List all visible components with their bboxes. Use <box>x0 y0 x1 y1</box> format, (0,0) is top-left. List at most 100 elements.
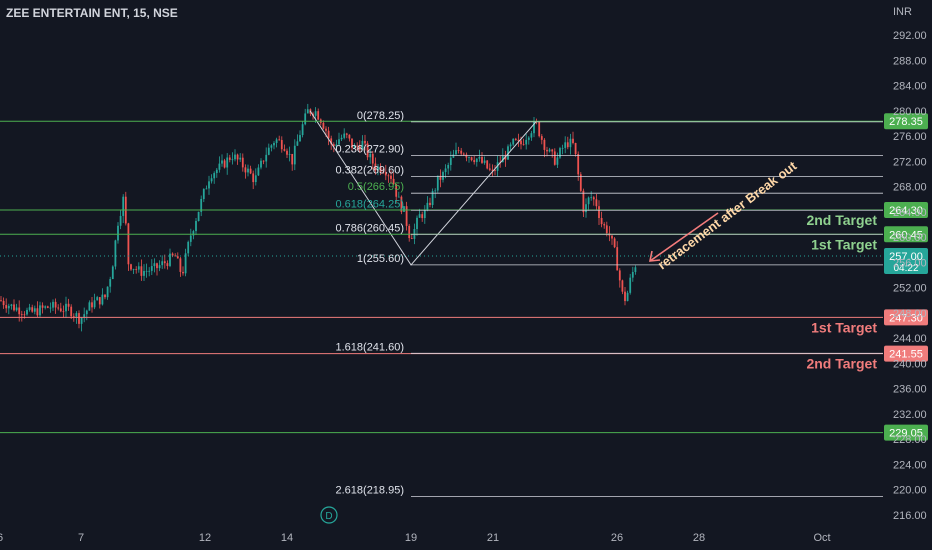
candle-body <box>156 263 158 269</box>
candle-body <box>327 130 330 139</box>
candle-body <box>325 128 327 131</box>
price-badge <box>884 201 928 218</box>
candle-body <box>332 144 335 147</box>
candle-body <box>249 168 252 174</box>
y-tick-label: 224.00 <box>893 459 927 471</box>
y-tick-label: 288.00 <box>893 55 927 67</box>
candle-body <box>486 160 489 169</box>
candle-body <box>163 261 166 264</box>
candle-body <box>478 156 481 159</box>
candle-body <box>468 157 470 159</box>
candle-body <box>600 217 603 225</box>
price-axis[interactable]: 216.00 220.00 224.00 228.00 232.00 236.00 240.… <box>893 30 927 522</box>
candle-body <box>150 266 153 271</box>
candle-body <box>410 238 413 239</box>
candle-body <box>395 184 398 197</box>
candle-body <box>421 214 424 219</box>
candle-body <box>585 204 587 213</box>
x-tick-label: 14 <box>281 532 293 544</box>
candle-body <box>556 157 559 165</box>
candle-body <box>26 309 28 315</box>
dividend-marker-icon[interactable] <box>320 506 338 524</box>
candle-body <box>353 145 356 148</box>
candle-body <box>267 147 270 155</box>
price-badge-label: 260.45 <box>889 229 923 241</box>
candle-body <box>543 139 546 150</box>
candle-body <box>345 133 348 135</box>
candle-body <box>65 303 67 312</box>
candle-body <box>351 138 353 148</box>
candle-body <box>200 198 203 212</box>
candle-body <box>241 157 244 168</box>
candle-body <box>379 166 382 173</box>
candle-body <box>408 225 411 239</box>
candle-body <box>522 144 525 146</box>
fib-levels-layer: 0(278.25) 0.236(272.90) 0.382(269.60) 0.5(2… <box>336 110 883 497</box>
candle-body <box>426 202 429 210</box>
candle-body <box>397 196 400 198</box>
fib-level-label: 0.5(266.95) <box>348 181 404 193</box>
candle-body <box>111 266 114 280</box>
candle-body <box>361 140 364 150</box>
candle-body <box>429 202 431 206</box>
candle-body <box>148 270 151 272</box>
candle-body <box>592 197 595 200</box>
time-axis[interactable]: 6 7 12 14 19 21 26 28 Oct D <box>0 506 831 544</box>
fib-level-label: 0.786(260.45) <box>336 222 405 234</box>
candle-body <box>278 139 281 141</box>
dividend-marker-label: D <box>325 511 332 522</box>
last-price-badge <box>884 248 928 275</box>
fib-level-label: 0.382(269.60) <box>336 164 405 176</box>
candle-body <box>283 149 286 151</box>
candle-body <box>423 209 426 219</box>
candle-body <box>447 164 450 169</box>
candle-body <box>78 313 80 324</box>
x-tick-label: 6 <box>0 532 3 544</box>
candle-body <box>15 307 18 311</box>
candle-body <box>582 190 585 213</box>
candle-body <box>13 304 15 311</box>
candle-body <box>561 147 564 149</box>
annotation-arrow-line <box>649 212 719 262</box>
candle-body <box>91 302 93 308</box>
candle-body <box>595 199 598 207</box>
candle-body <box>403 206 405 212</box>
candle-body <box>166 263 169 266</box>
candle-body <box>189 235 192 242</box>
target-label: 2nd Target <box>806 356 877 372</box>
candle-body <box>483 160 486 163</box>
candle-body <box>54 301 57 308</box>
candle-body <box>322 122 325 129</box>
candle-body <box>262 160 265 162</box>
candle-body <box>574 142 577 155</box>
candle-body <box>590 197 593 199</box>
price-badge <box>884 345 928 362</box>
candle-body <box>533 121 535 134</box>
candle-body <box>106 286 109 298</box>
candle-body <box>96 297 99 301</box>
x-tick-label: 21 <box>487 532 499 544</box>
candle-body <box>33 308 36 312</box>
candle-body <box>83 314 86 318</box>
candle-body <box>598 206 600 218</box>
candle-body <box>520 140 522 145</box>
candle-body <box>280 140 283 150</box>
candle-body <box>260 160 262 168</box>
y-tick-label: 256.00 <box>893 257 927 269</box>
candle-body <box>512 138 515 145</box>
candle-body <box>291 153 294 165</box>
candle-body <box>208 181 210 189</box>
y-tick-label: 248.00 <box>893 308 927 320</box>
candle-body <box>236 154 239 160</box>
candle-body <box>314 111 317 116</box>
candle-body <box>98 297 101 305</box>
candle-body <box>59 308 62 312</box>
candle-body <box>109 279 112 287</box>
candle-body <box>130 264 132 270</box>
candle-body <box>46 306 49 308</box>
candle-body <box>62 311 65 313</box>
candle-body <box>67 303 70 307</box>
last-price-label: 257.00 <box>889 251 923 263</box>
price-badge <box>884 113 928 130</box>
